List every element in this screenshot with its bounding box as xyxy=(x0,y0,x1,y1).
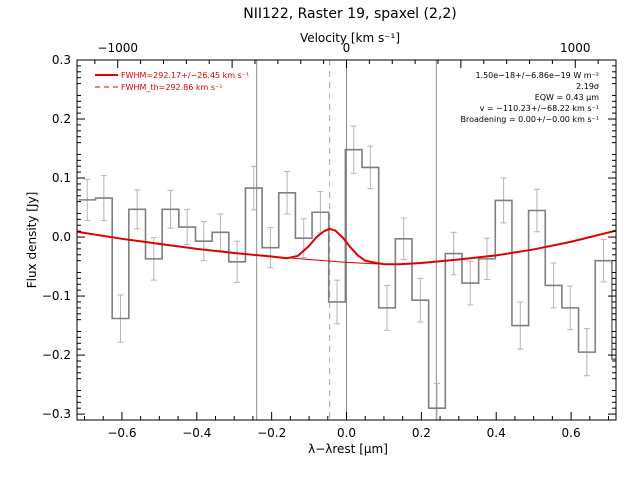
y-tick-label: −0.3 xyxy=(42,407,71,421)
top-tick-label: −1000 xyxy=(97,41,138,55)
chart-title: NII122, Raster 19, spaxel (2,2) xyxy=(243,6,456,22)
y-tick-label: 0.0 xyxy=(52,230,71,244)
annotation-sigma: 2.19σ xyxy=(576,82,599,91)
y-tick-label: −0.1 xyxy=(42,289,71,303)
top-tick-label: 0 xyxy=(343,41,351,55)
annotation-flux: 1.50e−18+/−6.86e−19 W m⁻² xyxy=(475,71,599,80)
legend: FWHM=292.17+/−26.45 km s⁻¹ FWHM_th=292.8… xyxy=(95,71,249,92)
legend-label-baseline: FWHM_th=292.86 km s⁻¹ xyxy=(121,83,222,92)
plot-inner xyxy=(77,60,616,420)
y-tick-label: 0.2 xyxy=(52,112,71,126)
top-axis-label: Velocity [km s⁻¹] xyxy=(300,31,400,45)
annotation-velocity: v = −110.23+/−68.22 km s⁻¹ xyxy=(480,104,599,113)
y-axis-label: Flux density [Jy] xyxy=(25,192,39,289)
top-tick-label: 1000 xyxy=(560,41,591,55)
annotation-eqw: EQW = 0.43 μm xyxy=(535,93,599,102)
x-tick-label: −0.2 xyxy=(257,426,286,440)
x-axis-label: λ−λrest [μm] xyxy=(308,442,388,456)
plot-area: −0.6 −0.4 −0.2 0.0 0.2 0.4 0.6 −0.3 −0.2 −0.1 0.0 0… xyxy=(42,41,617,440)
x-tick-label: −0.4 xyxy=(182,426,211,440)
x-tick-label: 0.0 xyxy=(337,426,356,440)
y-tick-label: −0.2 xyxy=(42,348,71,362)
fit-annotations: 1.50e−18+/−6.86e−19 W m⁻² 2.19σ EQW = 0.… xyxy=(461,71,600,124)
x-tick-label: −0.6 xyxy=(107,426,136,440)
x-tick-label: 0.4 xyxy=(487,426,506,440)
fit-model-line xyxy=(77,227,616,266)
y-tick-label: 0.3 xyxy=(52,53,71,67)
legend-label-model: FWHM=292.17+/−26.45 km s⁻¹ xyxy=(121,71,249,80)
x-tick-label: 0.2 xyxy=(412,426,431,440)
y-tick-label: 0.1 xyxy=(52,171,71,185)
x-tick-label: 0.6 xyxy=(562,426,581,440)
annotation-broadening: Broadening = 0.00+/−0.00 km s⁻¹ xyxy=(461,115,599,124)
spectrum-line xyxy=(78,148,616,409)
